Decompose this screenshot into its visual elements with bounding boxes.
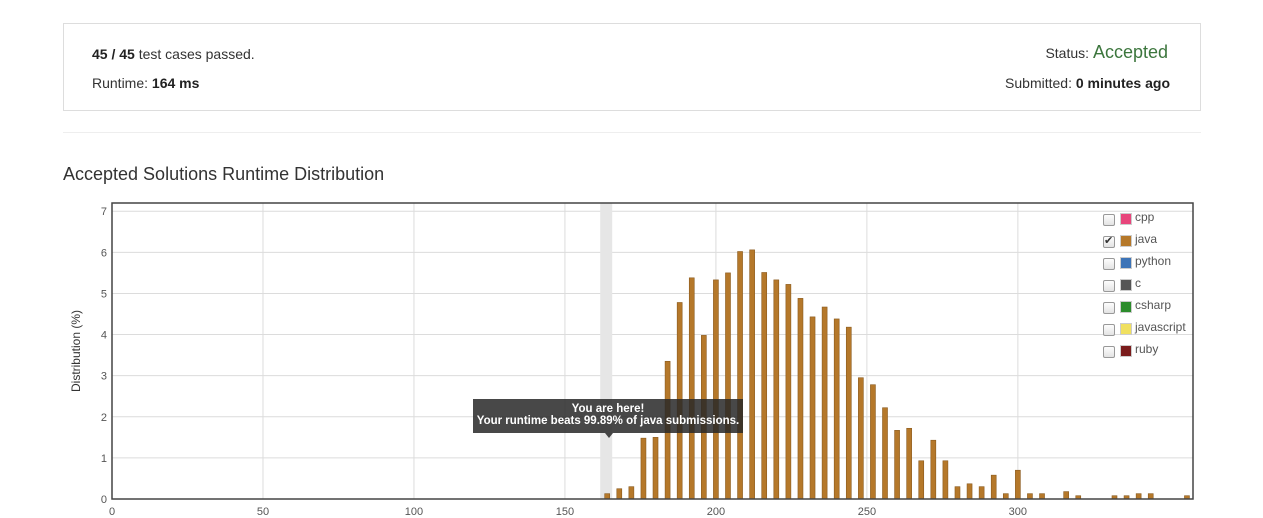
x-tick-label: 200 [707,506,725,518]
legend-swatch-ruby [1120,345,1132,357]
submitted-label: Submitted: [1005,75,1072,91]
runtime-distribution-chart: 0 1 2 3 4 5 6 7 0 50 100 150 200 250 300 Distribution (… [69,202,1194,518]
bar-java [821,306,828,500]
legend-label-java: java [1135,232,1158,246]
bar-java [1015,469,1021,500]
bar-java [773,279,780,500]
x-tick-label: 250 [858,506,876,518]
y-tick-label: 2 [101,412,107,424]
bar-java [1002,493,1009,500]
bar-java [725,272,731,500]
passed-suffix: test cases passed. [138,46,255,62]
runtime-line: Runtime: 164 ms [92,75,199,91]
bar-java [930,439,937,500]
legend-label-csharp: csharp [1135,298,1172,312]
bar-java [858,377,864,500]
legend-label-c: c [1135,276,1141,290]
bar-java [870,384,876,500]
bar-java [966,483,973,500]
bar-java [713,279,719,500]
bar-java [845,326,852,500]
tooltip-line-2: Your runtime beats 99.89% of java submis… [476,415,740,427]
bar-java [1027,493,1033,500]
bar-java [1063,491,1069,500]
legend-checkbox-cpp[interactable] [1103,214,1115,226]
test-cases-summary: 45 / 45 test cases passed. [92,46,255,62]
status-value[interactable]: Accepted [1092,42,1168,62]
legend-swatch-python [1120,257,1132,269]
legend-checkbox-c[interactable] [1103,280,1115,292]
legend-checkbox-ruby[interactable] [1103,346,1115,358]
bar-java [616,488,623,500]
bar-java [1147,493,1154,500]
y-tick-label: 7 [101,206,107,218]
legend-label-ruby: ruby [1135,342,1159,356]
y-tick-label: 4 [101,330,107,342]
your-runtime-band [600,203,613,499]
bar-java [1039,493,1045,500]
runtime-value: 164 ms [151,75,200,91]
legend-swatch-csharp [1120,301,1132,313]
status-line: Status: Accepted [1045,42,1168,63]
bar-java [604,493,611,500]
tooltip-line-1: You are here! [571,403,645,415]
bar-java [761,272,768,500]
section-divider [63,132,1201,133]
y-tick-label: 3 [101,371,107,383]
bar-java [1135,493,1142,500]
legend-checkbox-javascript[interactable] [1103,324,1115,336]
legend-checkbox-csharp[interactable] [1103,302,1115,314]
bar-java [942,460,949,500]
section-title: Accepted Solutions Runtime Distribution [63,164,385,184]
total-count: 45 [119,46,135,62]
bar-java [797,298,804,500]
bar-java [737,251,743,500]
bar-java [894,430,900,500]
y-tick-label: 0 [101,494,107,506]
plot-frame [111,202,1194,500]
bar-java [749,249,755,500]
submitted-line: Submitted: 0 minutes ago [1005,75,1170,91]
bar-java [688,277,695,500]
legend-swatch-c [1120,279,1132,291]
you-are-here-tooltip: You are here! Your runtime beats 99.89% … [473,399,743,438]
y-tick-label: 5 [101,288,107,300]
x-tick-label: 0 [109,506,115,518]
bar-java [990,474,997,500]
y-axis-label: Distribution (%) [69,310,83,392]
count-separator: / [111,46,116,62]
bar-java [918,460,925,500]
submission-result-panel: 45 / 45 test cases passed. Runtime: 164 … [63,23,1201,111]
legend-swatch-cpp [1120,213,1132,225]
bar-java [978,486,985,500]
legend-label-cpp: cpp [1135,210,1155,224]
bar-java [785,284,792,500]
x-tick-label: 300 [1009,506,1027,518]
legend-checkbox-java[interactable] [1103,234,1115,248]
bar-java [954,486,961,500]
legend-checkbox-python[interactable] [1103,258,1115,270]
bar-java [809,316,816,500]
bar-java [833,318,840,500]
legend-swatch-javascript [1120,323,1132,335]
legend-label-python: python [1135,254,1172,268]
x-tick-label: 100 [405,506,423,518]
submitted-value: 0 minutes ago [1075,75,1170,91]
x-tick-label: 150 [556,506,574,518]
bar-java [628,486,635,500]
bar-java [652,437,659,500]
bar-java [882,407,888,500]
bar-java [640,437,647,500]
status-label: Status: [1045,45,1090,61]
passed-count: 45 [92,46,108,62]
legend-swatch-java [1120,235,1132,247]
legend-label-javascript: javascript [1135,320,1186,334]
y-tick-label: 6 [101,247,107,259]
x-tick-label: 50 [257,506,269,518]
y-tick-label: 1 [101,453,107,465]
plot-background [112,203,1193,499]
runtime-label: Runtime: [92,75,149,91]
bar-java [906,427,912,500]
